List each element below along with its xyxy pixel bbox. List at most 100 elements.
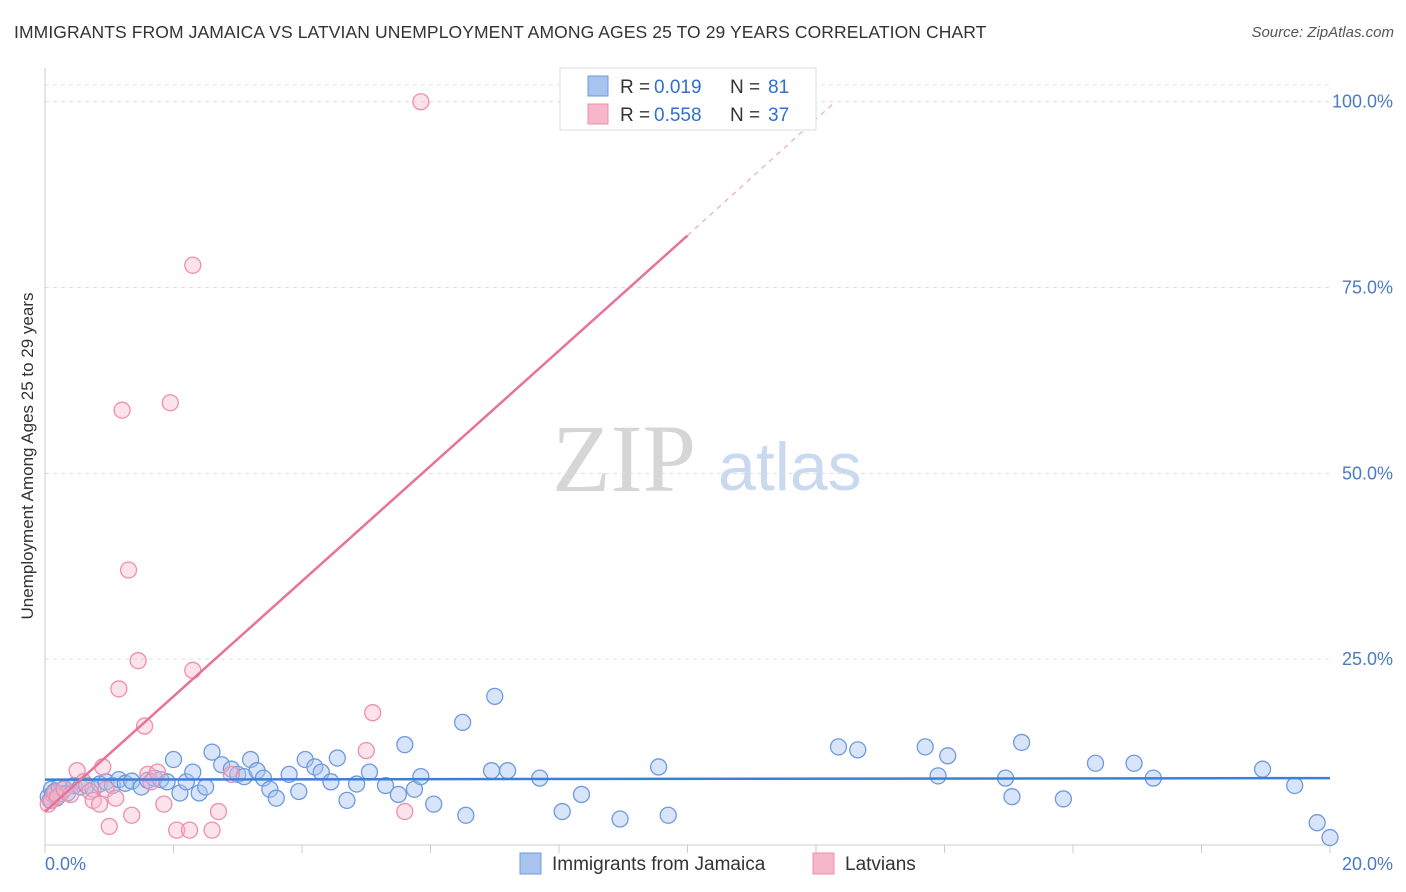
trend-extension-1 [687, 101, 836, 236]
data-point [360, 763, 379, 781]
data-point [572, 785, 591, 804]
y-tick-label: 75.0% [1342, 278, 1393, 298]
chart-title: IMMIGRANTS FROM JAMAICA VS LATVIAN UNEMP… [14, 22, 987, 42]
data-point [1012, 733, 1031, 752]
data-point [100, 817, 118, 836]
data-point [939, 747, 957, 765]
bottom-legend-label: Latvians [845, 854, 916, 875]
bottom-legend-swatch [519, 852, 542, 875]
data-point [113, 401, 131, 419]
bottom-legend: Immigrants from Jamaica Latvians [519, 852, 916, 875]
bottom-legend-label: Immigrants from Jamaica [552, 854, 766, 875]
data-point [168, 821, 186, 839]
data-point [338, 791, 356, 810]
data-point [203, 743, 221, 761]
legend-n-value: 81 [768, 77, 789, 98]
data-point [1086, 754, 1105, 772]
watermark-zip: ZIP [552, 405, 696, 512]
data-point [553, 802, 571, 821]
data-point [1321, 828, 1339, 847]
legend-swatch [587, 75, 609, 97]
data-point [74, 773, 93, 791]
legend-swatch [587, 103, 609, 125]
legend-n-value: 37 [768, 105, 789, 126]
x-tick-label: 0.0% [45, 854, 86, 874]
data-point [364, 704, 382, 722]
y-axis-label: Unemployment Among Ages 25 to 29 years [18, 293, 37, 620]
data-point [412, 93, 430, 111]
data-point [261, 780, 279, 798]
data-point [849, 741, 867, 759]
legend-r-value: 0.019 [654, 77, 702, 98]
data-point [322, 773, 340, 791]
legend: R = 0.019 N = 81 R = 0.558 N = 37 [559, 67, 817, 131]
legend-r-label: R = [620, 77, 650, 98]
watermark-atlas: atlas [718, 429, 862, 505]
data-point [180, 821, 199, 839]
data-point [482, 762, 501, 780]
chart-source: Source: ZipAtlas.com [1251, 24, 1394, 41]
axes [44, 68, 1331, 853]
legend-n-label: N = [730, 105, 760, 126]
data-point [453, 713, 472, 732]
data-point [396, 802, 414, 821]
data-point [357, 741, 375, 760]
data-point [1286, 776, 1304, 795]
data-point [1253, 760, 1272, 778]
data-point [135, 717, 154, 735]
data-point [161, 394, 179, 412]
data-point [376, 776, 395, 795]
data-point [155, 795, 173, 813]
data-point [328, 749, 346, 767]
data-point [119, 561, 138, 579]
data-point [659, 806, 677, 824]
data-point [290, 782, 308, 801]
data-point [498, 762, 517, 780]
data-point [164, 750, 183, 769]
data-point [184, 763, 202, 781]
legend-r-label: R = [620, 105, 650, 126]
data-point [929, 767, 947, 785]
data-point [184, 256, 202, 274]
data-point [107, 789, 125, 807]
data-point [203, 821, 221, 839]
series-1 [39, 93, 430, 839]
data-point [425, 795, 443, 813]
x-tick-label: 20.0% [1342, 854, 1393, 874]
data-point [142, 773, 160, 791]
data-point [123, 806, 141, 824]
data-point [129, 652, 147, 670]
data-point [486, 687, 504, 705]
y-tick-label: 100.0% [1332, 92, 1393, 112]
trend-line-0 [44, 776, 1331, 781]
data-point [267, 789, 285, 807]
data-point [412, 767, 430, 786]
legend-r-value: 0.558 [654, 105, 702, 126]
data-point [148, 763, 167, 781]
data-point [396, 736, 414, 754]
data-point [829, 738, 848, 756]
data-point [1003, 788, 1021, 806]
y-tick-label: 50.0% [1342, 463, 1393, 483]
bottom-legend-swatch [812, 852, 835, 875]
data-point [196, 778, 215, 796]
data-point [190, 784, 208, 802]
watermark: ZIP atlas [552, 405, 862, 512]
data-point [177, 773, 196, 791]
series-layer [39, 93, 1339, 847]
data-point [209, 802, 228, 821]
data-point [90, 795, 109, 813]
trend-layer [44, 101, 1331, 813]
data-point [110, 680, 128, 698]
data-point [649, 758, 668, 776]
data-point [184, 661, 202, 679]
tick-labels: 25.0% 50.0% 75.0% 100.0% 0.0% 20.0% [45, 92, 1393, 874]
data-point [916, 738, 934, 756]
data-point [1308, 814, 1326, 832]
data-point [389, 785, 408, 804]
series-0 [39, 687, 1339, 847]
data-point [457, 806, 475, 824]
trend-line-1 [44, 234, 689, 813]
y-tick-label: 25.0% [1342, 649, 1393, 669]
